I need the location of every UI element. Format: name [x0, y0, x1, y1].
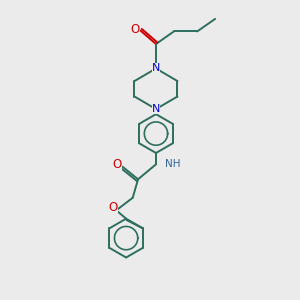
Text: O: O [130, 22, 140, 36]
Text: O: O [109, 201, 118, 214]
Text: N: N [152, 104, 160, 114]
Text: NH: NH [165, 159, 180, 169]
Text: O: O [112, 158, 122, 171]
Text: N: N [152, 64, 160, 74]
